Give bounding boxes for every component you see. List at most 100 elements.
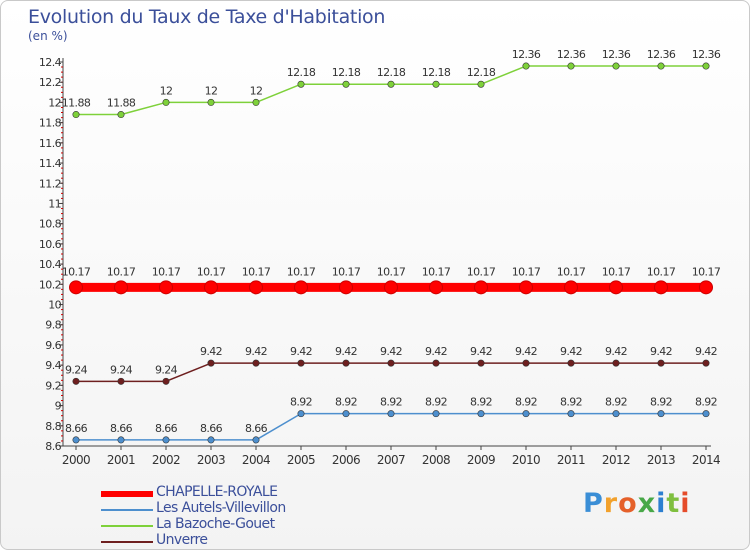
x-tick-label: 2008 — [422, 453, 450, 467]
data-point — [69, 280, 83, 295]
data-point — [657, 62, 665, 70]
y-tick-label: 11.8 — [39, 117, 62, 130]
y-tick-label: 10.2 — [39, 278, 61, 291]
data-label: 12.18 — [422, 66, 451, 79]
data-point — [654, 280, 668, 295]
data-label: 10.17 — [512, 265, 541, 278]
data-label: 10.17 — [332, 265, 361, 278]
data-label: 8.66 — [155, 422, 178, 435]
data-point — [522, 359, 530, 367]
data-label: 8.92 — [605, 396, 627, 409]
data-point — [432, 80, 440, 88]
logo-letter: t — [666, 488, 681, 519]
data-point — [72, 436, 80, 444]
x-tick-label: 2004 — [242, 453, 270, 467]
data-label: 8.66 — [110, 422, 133, 435]
data-point — [477, 359, 485, 367]
data-label: 8.92 — [425, 396, 447, 409]
data-point — [477, 410, 485, 418]
x-tick-label: 2012 — [602, 453, 630, 467]
x-tick-label: 2001 — [107, 453, 135, 467]
data-point — [474, 280, 488, 295]
chart-unit-label: (en %) — [28, 29, 68, 43]
data-point — [567, 359, 575, 367]
y-tick-label: 9.2 — [45, 379, 61, 392]
data-point — [339, 280, 353, 295]
x-tick-label: 2007 — [377, 453, 405, 467]
data-label: 11.88 — [107, 97, 136, 110]
chart-title: Evolution du Taux de Taxe d'Habitation — [28, 6, 386, 28]
data-label: 12 — [205, 84, 218, 97]
logo-letter: r — [603, 488, 619, 519]
data-label: 9.24 — [110, 363, 133, 376]
y-tick-label: 9.8 — [45, 319, 61, 332]
data-point — [432, 359, 440, 367]
data-point — [207, 359, 215, 367]
x-tick-label: 2011 — [557, 453, 585, 467]
x-tick-label: 2009 — [467, 453, 495, 467]
legend-label: CHAPELLE-ROYALE — [156, 484, 278, 500]
logo-letter: i — [680, 488, 691, 519]
x-tick-label: 2006 — [332, 453, 360, 467]
data-point — [207, 436, 215, 444]
data-point — [477, 80, 485, 88]
y-tick-label: 9.6 — [45, 339, 61, 352]
data-label: 10.17 — [107, 265, 136, 278]
logo-letter: x — [637, 488, 657, 519]
y-tick-label: 9 — [55, 400, 62, 413]
data-point — [72, 377, 80, 385]
data-label: 9.24 — [155, 363, 178, 376]
data-label: 12.36 — [557, 48, 586, 61]
data-label: 12.36 — [692, 48, 721, 61]
data-point — [387, 80, 395, 88]
data-point — [567, 410, 575, 418]
data-label: 10.17 — [377, 265, 406, 278]
data-label: 9.42 — [380, 345, 402, 358]
data-label: 10.17 — [647, 265, 676, 278]
data-label: 9.42 — [515, 345, 537, 358]
data-point — [612, 62, 620, 70]
data-point — [702, 62, 710, 70]
data-label: 12.36 — [647, 48, 676, 61]
data-point — [522, 410, 530, 418]
data-label: 8.92 — [650, 396, 672, 409]
x-tick-label: 2002 — [152, 453, 180, 467]
y-tick-label: 10.6 — [39, 238, 62, 251]
data-point — [429, 280, 443, 295]
x-tick-label: 2003 — [197, 453, 225, 467]
data-point — [387, 359, 395, 367]
logo-letter: o — [618, 488, 638, 519]
data-label: 8.92 — [560, 396, 582, 409]
legend-swatch — [101, 491, 153, 497]
y-tick-label: 11.2 — [39, 177, 61, 190]
data-point — [612, 410, 620, 418]
data-point — [612, 359, 620, 367]
data-point — [519, 280, 533, 295]
data-point — [114, 280, 128, 295]
y-tick-label: 8.8 — [45, 420, 61, 433]
data-label: 12.18 — [377, 66, 406, 79]
x-tick-label: 2005 — [287, 453, 315, 467]
x-tick-label: 2000 — [62, 453, 90, 467]
data-point — [342, 80, 350, 88]
data-label: 9.42 — [245, 345, 267, 358]
y-tick-label: 11.4 — [39, 157, 62, 170]
data-point — [522, 62, 530, 70]
y-tick-label: 10.4 — [39, 258, 62, 271]
data-point — [72, 111, 80, 119]
x-tick-label: 2014 — [692, 453, 720, 467]
data-point — [297, 410, 305, 418]
data-point — [297, 359, 305, 367]
data-label: 10.17 — [197, 265, 226, 278]
data-label: 8.92 — [695, 396, 717, 409]
data-point — [564, 280, 578, 295]
data-label: 9.42 — [290, 345, 312, 358]
data-point — [162, 98, 170, 106]
data-point — [657, 359, 665, 367]
data-point — [699, 280, 713, 295]
data-point — [342, 410, 350, 418]
data-label: 9.42 — [695, 345, 717, 358]
y-tick-label: 12.2 — [39, 76, 61, 89]
data-point — [384, 280, 398, 295]
data-label: 12 — [250, 84, 263, 97]
